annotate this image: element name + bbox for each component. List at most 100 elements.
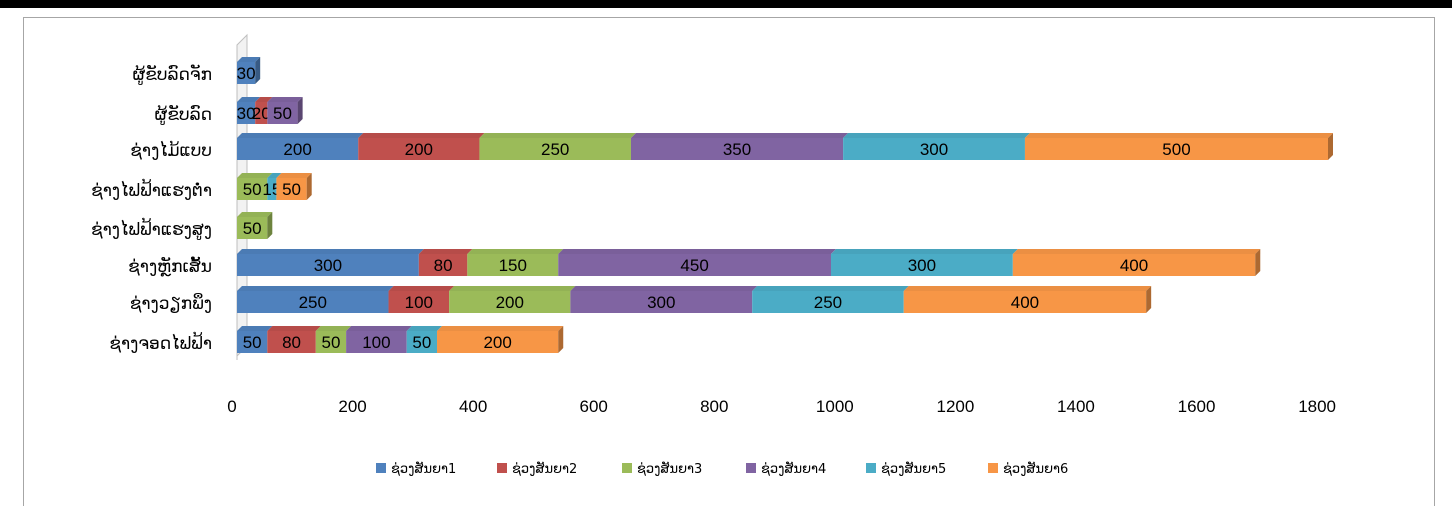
bar-segment xyxy=(437,331,559,353)
bar-segment xyxy=(267,102,298,124)
category-label: ຊ່າງໄຟຟ້າແຮງຕໍ່າ xyxy=(91,178,212,201)
legend-swatch xyxy=(746,463,756,473)
x-tick-label: 1000 xyxy=(816,397,854,416)
category-label: ຊ່າງໄມ້ແບບ xyxy=(130,140,212,161)
data-label: 300 xyxy=(647,293,675,312)
data-label: 50 xyxy=(282,180,301,199)
data-label: 150 xyxy=(499,256,527,275)
legend-swatch xyxy=(497,463,507,473)
bar-segment xyxy=(237,102,256,124)
x-tick-label: 400 xyxy=(459,397,487,416)
data-label: 400 xyxy=(1120,256,1148,275)
bar-segment xyxy=(267,331,316,353)
bar-segment-top xyxy=(276,173,312,178)
bar-segment-top xyxy=(437,326,564,331)
category-labels: ຊ່າງຈອດໄຟຟ້າ ຊ່າງວຽກພຶງ ຊ່າງຫຼັກເສັ້ນ ຊ່າງໄ… xyxy=(91,63,212,354)
legend-label: ຊ່ວງສັນຍາ5 xyxy=(881,462,946,477)
x-tick-label: 0 xyxy=(227,397,236,416)
bar-segment xyxy=(406,331,438,353)
bar-end-face xyxy=(297,97,303,124)
bar-segment xyxy=(1024,138,1328,160)
bar-segment-top xyxy=(267,173,282,178)
legend-swatch xyxy=(988,463,998,473)
category-label: ຜູ້ຂັບລົດ xyxy=(155,103,212,125)
bar-end-face xyxy=(558,326,564,353)
data-label: 300 xyxy=(920,140,948,159)
legend-label: ຊ່ວງສັນຍາ4 xyxy=(761,462,826,477)
bar-segment xyxy=(843,138,1025,160)
x-tick-labels: 0 200 400 600 800 1000 1200 1400 1600 1800 xyxy=(227,397,1336,416)
category-label: ຊ່າງໄຟຟ້າແຮງສູງ xyxy=(91,217,212,240)
bar-segment-top xyxy=(752,286,909,291)
bar-end-face xyxy=(267,212,273,239)
legend-label: ຊ່ວງສັນຍາ2 xyxy=(512,462,577,477)
bar-segment xyxy=(237,217,268,239)
data-label: 450 xyxy=(680,256,708,275)
bar-segment xyxy=(315,331,347,353)
bar-segment-top xyxy=(449,286,576,291)
bar-segment-top xyxy=(830,249,1018,254)
bar-segment xyxy=(237,138,359,160)
bar-segment-top xyxy=(315,326,352,331)
x-tick-label: 1200 xyxy=(936,397,974,416)
bar-segment xyxy=(467,254,559,276)
legend-label: ຊ່ວງສັນຍາ3 xyxy=(637,462,702,477)
x-tick-label: 800 xyxy=(700,397,728,416)
bar-segment xyxy=(1012,254,1256,276)
data-label: 50 xyxy=(243,333,262,352)
data-label: 250 xyxy=(299,293,327,312)
x-tick-label: 600 xyxy=(580,397,608,416)
data-label: 100 xyxy=(405,293,433,312)
data-label: 300 xyxy=(908,256,936,275)
bar-segment xyxy=(630,138,844,160)
data-label: 250 xyxy=(541,140,569,159)
category-label: ຜູ້ຂັບລົດຈັກ xyxy=(133,63,212,85)
bar-segment-top xyxy=(558,249,836,254)
bar-end-face xyxy=(1255,249,1261,276)
bar-segment-top xyxy=(267,326,321,331)
bar-segment-top xyxy=(237,326,273,331)
bars-layer: 50 80 50 100 50 200 250 100 200 300 250 400 300 80 150… xyxy=(237,57,1333,353)
data-label: 50 xyxy=(243,219,262,238)
bar-segment-top xyxy=(570,286,758,291)
x-tick-label: 1800 xyxy=(1298,397,1336,416)
bar-segment xyxy=(276,178,307,200)
bar-segment xyxy=(237,62,256,84)
bar-segment xyxy=(237,331,268,353)
data-label: 30 xyxy=(237,104,256,123)
bar-segment xyxy=(237,254,419,276)
bar-segment-top xyxy=(237,249,424,254)
bar-segment xyxy=(903,291,1147,313)
bar-segment-top xyxy=(237,212,273,217)
data-label: 100 xyxy=(362,333,390,352)
x-tick-label: 1600 xyxy=(1178,397,1216,416)
bar-segment-top xyxy=(237,173,273,178)
data-label: 80 xyxy=(282,333,301,352)
data-label: 30 xyxy=(237,64,256,83)
bar-end-face xyxy=(1146,286,1152,313)
legend-swatch xyxy=(376,463,386,473)
data-label: 20 xyxy=(252,104,271,123)
bar-segment xyxy=(752,291,904,313)
legend-swatch xyxy=(622,463,632,473)
data-label: 350 xyxy=(723,140,751,159)
chart-frame xyxy=(23,17,1435,506)
cropped-title-strip xyxy=(0,0,1452,8)
bar-segment-top xyxy=(237,133,364,138)
data-label: 200 xyxy=(496,293,524,312)
bar-segment xyxy=(558,254,831,276)
category-label: ຊ່າງວຽກພຶງ xyxy=(130,293,212,314)
bar-segment xyxy=(570,291,753,313)
bar-segment-top xyxy=(388,286,455,291)
x-tick-label: 1400 xyxy=(1057,397,1095,416)
category-label: ຊ່າງຈອດໄຟຟ້າ xyxy=(109,331,212,354)
bar-segment xyxy=(255,102,268,124)
bar-segment xyxy=(830,254,1013,276)
bar-segment-top xyxy=(1024,133,1333,138)
bar-segment-top xyxy=(630,133,849,138)
data-label: 200 xyxy=(483,333,511,352)
bar-segment xyxy=(358,138,480,160)
data-label: 300 xyxy=(314,256,342,275)
bar-segment-top xyxy=(418,249,473,254)
data-label: 50 xyxy=(273,104,292,123)
